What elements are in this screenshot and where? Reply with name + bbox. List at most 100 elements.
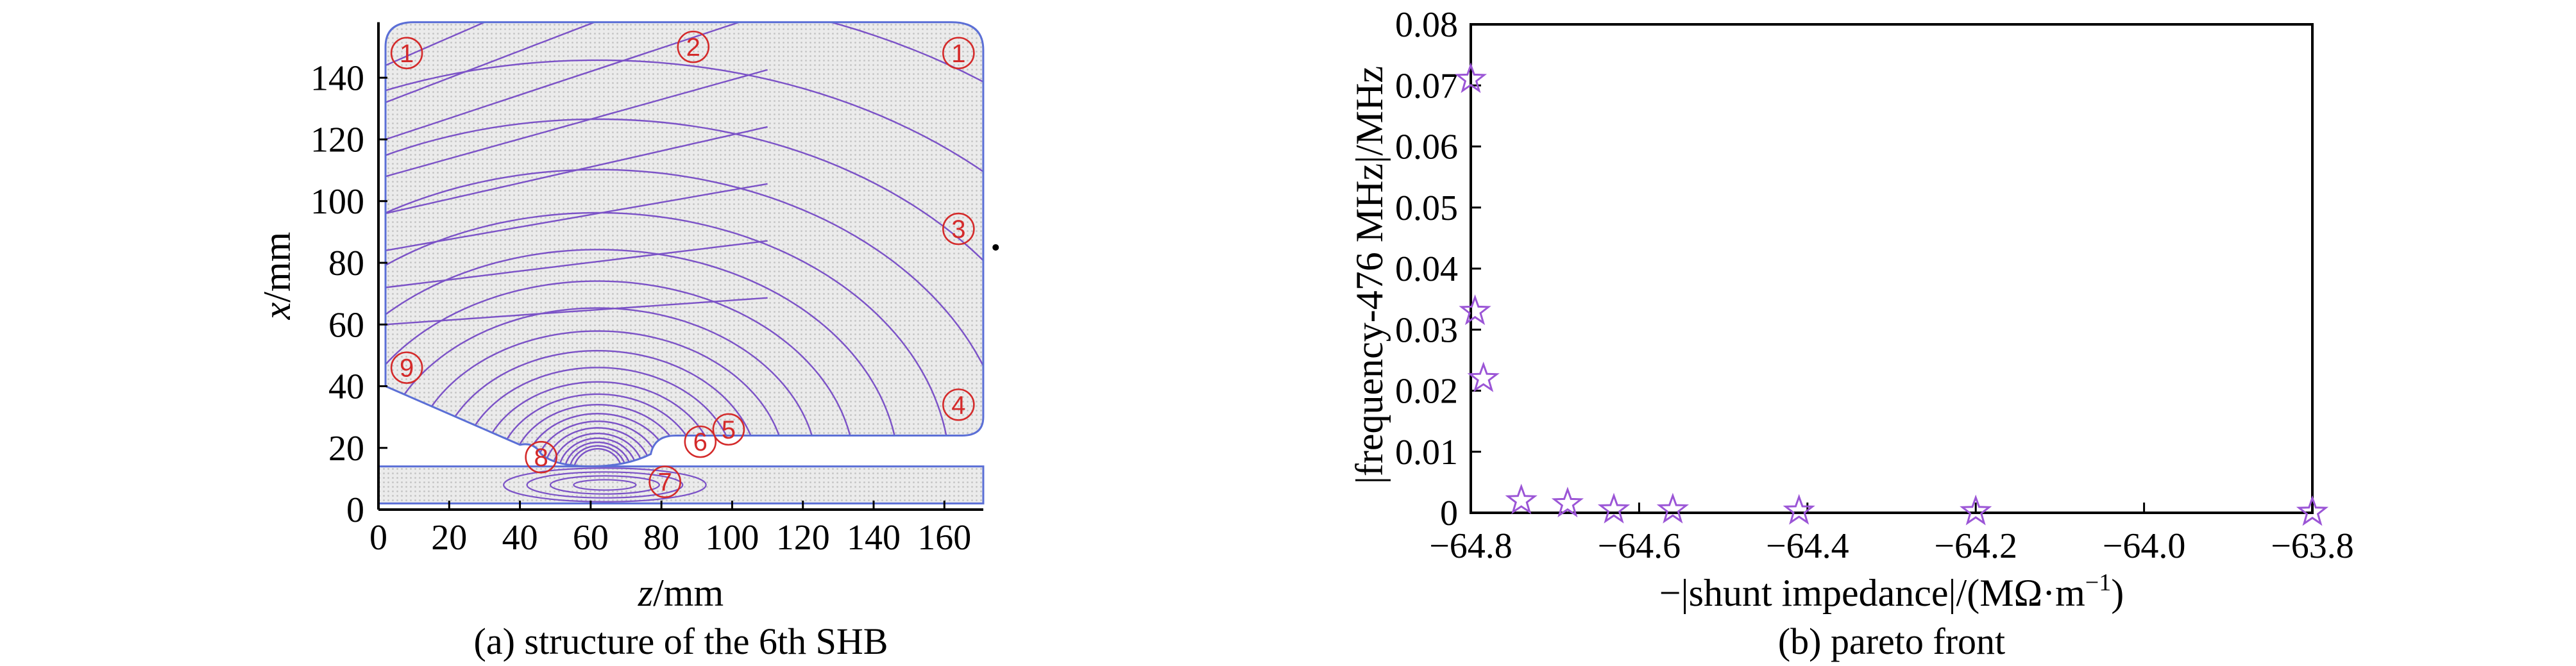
- region-label-9: 9: [400, 354, 414, 383]
- pareto-point-8: [1783, 494, 1815, 525]
- x-tick-label: −64.8: [1429, 526, 1513, 566]
- y-tick-label: 100: [310, 182, 364, 222]
- pareto-point-3: [1467, 362, 1500, 392]
- region-label-circle: [942, 37, 975, 70]
- panel-a-caption: (a) structure of the 6th SHB: [474, 620, 888, 662]
- region-label-2: 2: [686, 33, 700, 62]
- cavity-region: [386, 22, 983, 467]
- x-tick-label: −64.4: [1766, 526, 1849, 566]
- field-line: [386, 22, 768, 140]
- y-tick-label: 80: [328, 244, 364, 283]
- y-tick-label: 60: [328, 305, 364, 345]
- pipe-field-line: [573, 479, 637, 491]
- region-label-1: 1: [951, 40, 965, 68]
- y-tick-label: 0.08: [1395, 5, 1458, 45]
- y-tick-label: 0.04: [1395, 249, 1458, 289]
- field-line: [386, 183, 768, 251]
- panel-b-caption: (b) pareto front: [1778, 620, 2005, 662]
- x-tick-label: 60: [573, 518, 609, 558]
- field-line: [386, 22, 768, 67]
- field-line: [386, 59, 983, 467]
- panel-b-y-axis-label: |frequency-476 MHz|/MHz: [1348, 66, 1391, 484]
- field-line: [386, 169, 983, 467]
- x-tick-label: 20: [431, 518, 467, 558]
- pareto-point-1: [1454, 62, 1487, 94]
- pipe-field-line: [549, 475, 660, 495]
- panel-a-y-axis-label: x/mm: [256, 232, 298, 321]
- cavity-outline: [384, 21, 985, 468]
- y-tick-label: 0.02: [1395, 372, 1458, 412]
- y-tick-label: 0: [346, 490, 364, 530]
- region-label-circle: [684, 425, 717, 458]
- y-tick-label: 140: [310, 58, 364, 98]
- x-tick-label: 80: [643, 518, 679, 558]
- probe-point: [992, 244, 999, 251]
- region-label-circle: [942, 388, 975, 421]
- x-tick-label: 0: [369, 518, 387, 558]
- plot-frame: [1470, 23, 2314, 514]
- region-label-circle: [390, 37, 423, 70]
- field-line: [534, 420, 661, 467]
- pareto-point-7: [1656, 492, 1690, 524]
- y-tick-label: 0: [1440, 494, 1458, 533]
- field-line: [557, 437, 638, 467]
- x-tick-label: 160: [917, 518, 971, 558]
- region-label-circle: [648, 465, 681, 498]
- y-tick-label: 120: [310, 121, 364, 160]
- pipe-field-line: [526, 471, 684, 499]
- pareto-point-9: [1960, 494, 1992, 526]
- y-tick-label: 0.05: [1395, 188, 1458, 228]
- region-label-1: 1: [400, 40, 414, 68]
- y-tick-label: 20: [328, 429, 364, 469]
- y-tick-label: 0.06: [1395, 128, 1458, 167]
- region-label-circle: [712, 413, 745, 446]
- x-tick-label: 40: [502, 518, 538, 558]
- region-label-8: 8: [534, 444, 548, 472]
- field-line: [386, 212, 951, 467]
- x-tick-label: −64.0: [2103, 526, 2186, 566]
- region-label-circle: [525, 440, 557, 474]
- pareto-points: [1454, 62, 2329, 526]
- region-label-3: 3: [951, 215, 965, 244]
- pareto-point-6: [1597, 492, 1631, 524]
- field-line: [386, 249, 900, 467]
- x-tick-label: −63.8: [2271, 526, 2354, 566]
- y-tick-label: 0.01: [1395, 433, 1458, 472]
- y-tick-label: 40: [328, 367, 364, 407]
- field-line: [386, 22, 768, 103]
- panel-b-pareto-front: −64.8 −64.6 −64.4 −64.2 −64.0 −63.8 0 0.01 0.02…: [1348, 5, 2354, 662]
- region-label-7: 7: [658, 469, 672, 497]
- field-line: [386, 240, 768, 288]
- region-labels: 1 2 1 3 4 567 8 9: [390, 30, 975, 498]
- field-line: [568, 445, 627, 467]
- panel-a-x-axis-label: z/mm: [638, 572, 724, 614]
- y-tick-label: 0.03: [1395, 310, 1458, 350]
- beam-pipe-region: [377, 465, 985, 504]
- field-line: [563, 441, 632, 467]
- pareto-point-4: [1505, 483, 1538, 515]
- region-label-circle: [677, 30, 710, 63]
- x-tick-label: 100: [705, 518, 759, 558]
- pareto-point-10: [2296, 495, 2329, 526]
- pareto-point-5: [1551, 487, 1584, 518]
- field-line: [386, 69, 768, 178]
- beam-pipe-field-lines: [503, 467, 707, 503]
- panel-a-structure: 0 20 40 60 80 100 120 140 160 020406080100120140…: [256, 21, 999, 662]
- region-label-circle: [390, 351, 423, 384]
- pareto-point-2: [1459, 294, 1491, 326]
- panel-b-x-axis-label: −|shunt impedance|/(MΩ·m−1): [1659, 569, 2124, 614]
- region-label-circle: [942, 212, 975, 246]
- field-line: [386, 297, 768, 326]
- x-tick-label: 140: [847, 518, 901, 558]
- x-tick-label: −64.2: [1934, 526, 2017, 566]
- region-label-5: 5: [722, 416, 736, 444]
- field-line: [386, 118, 983, 467]
- pipe-field-line: [503, 467, 707, 503]
- panel-a-x-ticks: 0 20 40 60 80 100 120 140 160: [369, 501, 971, 558]
- region-label-6: 6: [693, 428, 708, 456]
- panel-a-y-ticks: 0 20 40 60 80 100 120 140: [310, 58, 387, 530]
- field-line: [543, 427, 652, 467]
- region-label-4: 4: [951, 391, 965, 419]
- x-tick-label: 120: [776, 518, 830, 558]
